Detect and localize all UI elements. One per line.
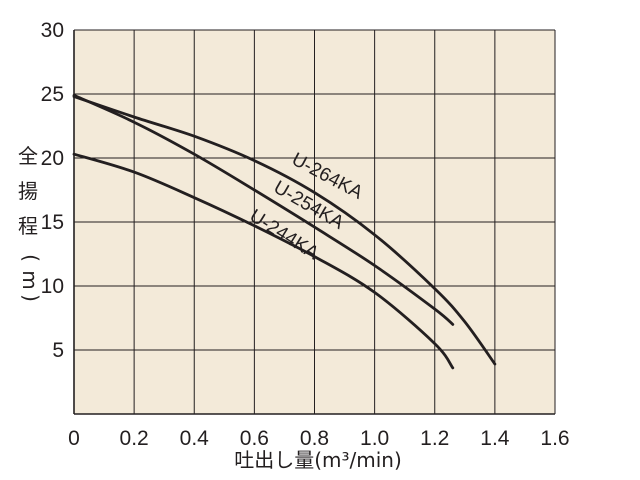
x-tick-label: 0.8 bbox=[300, 427, 329, 450]
y-axis-title-paren-close: ) bbox=[19, 294, 43, 302]
series-line-u-264ka bbox=[72, 95, 497, 366]
y-axis-title: 全 揚 程 m () bbox=[18, 144, 43, 302]
y-axis-title-char-3: 程 bbox=[18, 214, 38, 238]
y-tick-label: 10 bbox=[41, 275, 64, 298]
y-axis-title-char-2: 揚 bbox=[18, 179, 38, 203]
x-axis-title: 吐出し量(m³/min) bbox=[234, 448, 402, 472]
x-tick-label: 1.6 bbox=[540, 427, 569, 450]
y-axis-title-char-1: 全 bbox=[18, 144, 38, 168]
x-tick-label: 0.6 bbox=[240, 427, 269, 450]
grid-lines bbox=[73, 29, 556, 415]
y-axis-title-paren-open: ( bbox=[19, 254, 43, 262]
x-tick-label: 0.2 bbox=[120, 427, 149, 450]
y-tick-label: 15 bbox=[41, 211, 64, 234]
x-tick-label: 0.4 bbox=[180, 427, 210, 450]
y-tick-label: 20 bbox=[41, 147, 64, 170]
performance-curves bbox=[72, 93, 497, 370]
tick-labels: 0 0.2 0.4 0.6 0.8 1.0 1.2 1.4 1.6 5 10 15 20 25 30 bbox=[41, 19, 570, 450]
x-tick-label: 1.0 bbox=[360, 427, 389, 450]
y-axis-title-char-4: m bbox=[18, 270, 42, 289]
x-tick-label: 1.2 bbox=[420, 427, 449, 450]
series-line-u-244ka bbox=[72, 152, 455, 370]
y-tick-label: 25 bbox=[41, 83, 64, 106]
x-tick-label: 1.4 bbox=[480, 427, 510, 450]
y-tick-label: 5 bbox=[52, 339, 64, 362]
x-tick-label: 0 bbox=[68, 427, 80, 450]
y-tick-label: 30 bbox=[41, 19, 64, 42]
series-line-u-254ka bbox=[72, 93, 455, 326]
